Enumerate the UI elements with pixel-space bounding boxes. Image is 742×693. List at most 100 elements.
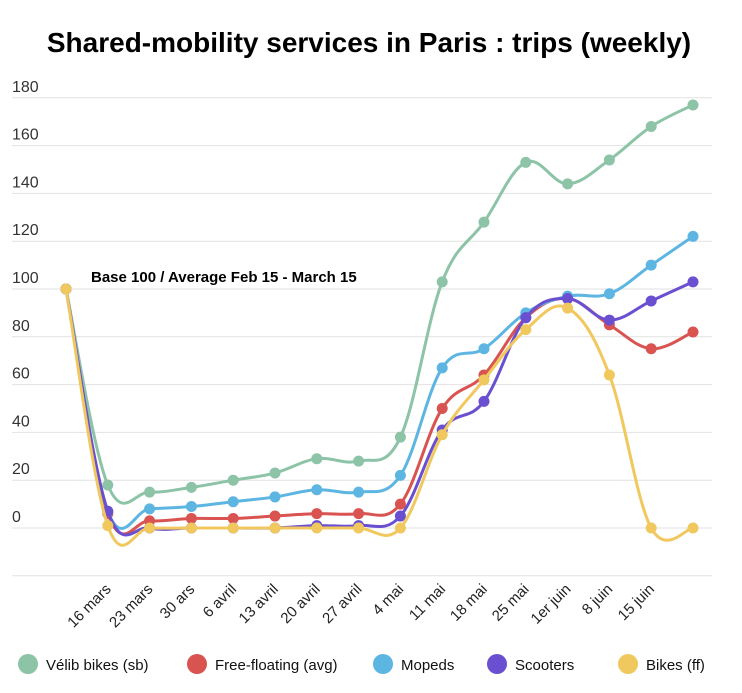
data-point: [394, 498, 406, 510]
y-tick-label: 20: [12, 461, 30, 478]
y-tick-label: 140: [12, 174, 39, 191]
y-tick-label: 60: [12, 366, 30, 383]
series-line: [64, 288, 694, 536]
data-point: [562, 302, 574, 314]
x-tick-label: 8 juin: [579, 581, 616, 618]
x-tick-label: 18 mai: [447, 581, 491, 625]
data-point: [102, 520, 114, 532]
data-point: [478, 343, 490, 355]
data-point: [394, 431, 406, 443]
data-point: [436, 403, 448, 414]
data-point: [144, 503, 156, 515]
data-point: [645, 120, 657, 132]
legend-swatch: [18, 654, 38, 674]
data-point: [60, 283, 72, 295]
data-point: [687, 230, 699, 242]
data-point: [478, 216, 490, 228]
data-point: [394, 522, 406, 534]
legend-label: Bikes (ff): [646, 657, 705, 674]
y-tick-label: 160: [12, 127, 39, 144]
data-point: [311, 453, 323, 465]
data-point: [311, 508, 323, 520]
data-point: [562, 178, 574, 190]
data-point: [353, 486, 365, 498]
series-line: [64, 280, 694, 537]
series-line: [64, 103, 694, 505]
y-tick-label: 100: [12, 270, 39, 287]
series-free-floating-avg: [60, 283, 699, 536]
data-point: [227, 512, 239, 524]
legend-label: Free-floating (avg): [215, 657, 338, 674]
y-tick-label: 0: [12, 509, 21, 526]
data-point: [227, 474, 239, 486]
data-point: [478, 374, 490, 386]
data-point: [394, 510, 406, 522]
data-point: [645, 295, 657, 307]
data-point: [520, 156, 532, 168]
y-tick-label: 40: [12, 413, 30, 430]
data-point: [645, 522, 657, 534]
data-point: [353, 455, 365, 467]
data-point: [520, 324, 532, 336]
data-point: [269, 510, 281, 522]
data-point: [185, 481, 197, 493]
series-bikes-ff: [60, 283, 699, 547]
x-tick-label: 13 avril: [236, 581, 282, 627]
x-tick-label: 23 mars: [106, 581, 156, 631]
data-point: [394, 469, 406, 481]
data-point: [353, 508, 365, 520]
series-scooters: [60, 276, 699, 537]
legend-label: Mopeds: [401, 657, 454, 674]
data-point: [144, 522, 156, 534]
legend-item: Vélib bikes (sb): [18, 654, 149, 674]
data-point: [185, 522, 197, 534]
data-point: [645, 259, 657, 271]
legend-swatch: [618, 654, 638, 674]
data-point: [102, 479, 114, 491]
legend-item: Bikes (ff): [618, 654, 705, 674]
data-point: [436, 362, 448, 374]
data-point: [645, 343, 657, 355]
legend: Vélib bikes (sb) Free-floating (avg) Moped…: [18, 654, 705, 674]
x-tick-label: 6 avril: [200, 581, 240, 621]
x-tick-label: 30 ars: [157, 581, 199, 623]
y-tick-label: 180: [12, 79, 39, 96]
data-point: [562, 293, 574, 305]
data-point: [687, 99, 699, 111]
data-point: [520, 312, 532, 324]
x-tick-label: 11 mai: [406, 581, 449, 624]
data-point: [269, 522, 281, 534]
data-point: [311, 484, 323, 496]
data-point: [144, 486, 156, 498]
x-tick-label: 1er juin: [528, 581, 575, 628]
data-point: [603, 154, 615, 166]
data-point: [269, 467, 281, 479]
legend-item: Mopeds: [373, 654, 454, 674]
x-tick-label: 4 mai: [369, 581, 407, 619]
legend-item: Scooters: [487, 654, 574, 674]
data-point: [603, 369, 615, 381]
x-tick-label: 16 mars: [64, 581, 114, 631]
data-point: [478, 395, 490, 407]
data-point: [353, 522, 365, 534]
x-tick-label: 15 juin: [615, 581, 658, 624]
chart-title: Shared-mobility services in Paris : trip…: [47, 27, 691, 58]
gridlines: [12, 97, 712, 577]
legend-swatch: [187, 654, 207, 674]
data-point: [436, 429, 448, 441]
legend-item: Free-floating (avg): [187, 654, 338, 674]
data-point: [185, 500, 197, 512]
series-lines: [60, 99, 699, 547]
base-annotation: Base 100 / Average Feb 15 - March 15: [91, 269, 357, 286]
y-axis-ticks: 0 20 40 60 80 100 120 140 160 180: [12, 79, 39, 526]
y-tick-label: 80: [12, 318, 30, 335]
data-point: [603, 314, 615, 326]
data-point: [687, 276, 699, 288]
data-point: [687, 326, 699, 338]
data-point: [436, 276, 448, 288]
y-tick-label: 120: [12, 222, 39, 239]
data-point: [227, 522, 239, 534]
series-v-lib-bikes-sb: [60, 99, 699, 505]
series-line: [64, 288, 694, 547]
